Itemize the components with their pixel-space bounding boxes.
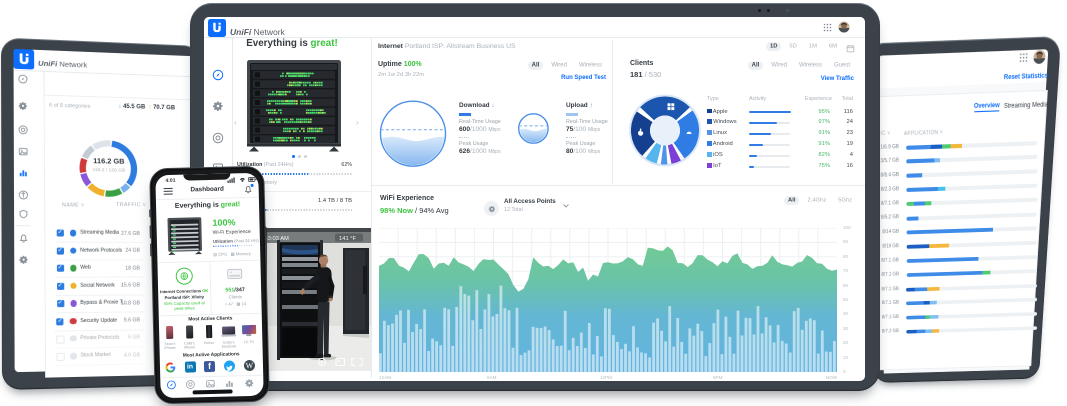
svg-text:141 °F: 141 °F — [339, 236, 357, 242]
